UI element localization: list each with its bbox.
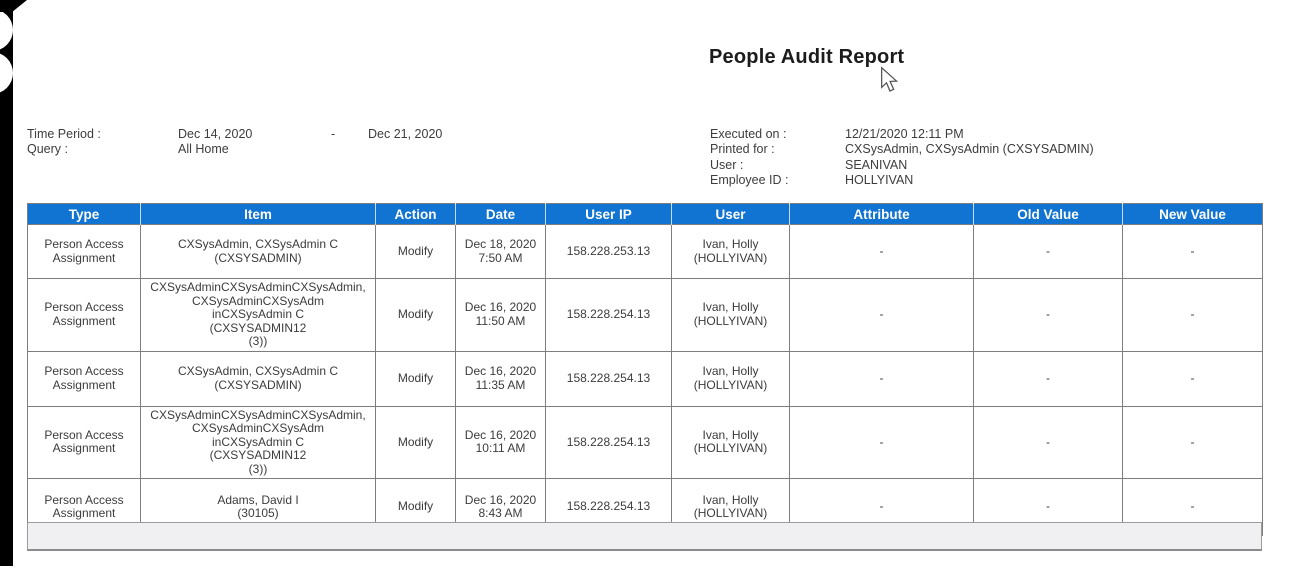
cell-type: Person Access Assignment bbox=[27, 350, 141, 407]
column-header-attribute: Attribute bbox=[789, 203, 974, 225]
audit-table: Type Item Action Date User IP User Attri… bbox=[27, 203, 1263, 536]
cell-user-ip: 158.228.254.13 bbox=[545, 278, 672, 352]
query-value: All Home bbox=[178, 142, 229, 157]
time-period-label: Time Period : bbox=[27, 127, 101, 141]
cell-action: Modify bbox=[375, 405, 456, 479]
user-label: User : bbox=[710, 157, 744, 172]
user-value: SEANIVAN bbox=[845, 157, 908, 172]
cell-user: Ivan, Holly (HOLLYIVAN) bbox=[671, 405, 790, 479]
employee-id-value: HOLLYIVAN bbox=[845, 173, 914, 188]
column-header-user-ip: User IP bbox=[545, 203, 672, 225]
time-period-start: Dec 14, 2020 bbox=[178, 127, 253, 141]
cell-new-value: - bbox=[1122, 405, 1263, 479]
cell-old-value: - bbox=[973, 405, 1123, 479]
cell-attribute: - bbox=[789, 224, 974, 279]
table-row: Person Access Assignment CXSysAdmin, CXS… bbox=[27, 224, 1263, 279]
cell-user-ip: 158.228.253.13 bbox=[545, 224, 672, 279]
employee-id-label: Employee ID : bbox=[710, 173, 789, 188]
printed-for-value: CXSysAdmin, CXSysAdmin (CXSYSADMIN) bbox=[845, 142, 1094, 157]
column-header-new-value: New Value bbox=[1122, 203, 1263, 225]
cell-old-value: - bbox=[973, 224, 1123, 279]
table-row: Person Access Assignment CXSysAdmin, CXS… bbox=[27, 350, 1263, 407]
cell-user-ip: 158.228.254.13 bbox=[545, 405, 672, 479]
cell-new-value: - bbox=[1122, 224, 1263, 279]
cell-type: Person Access Assignment bbox=[27, 224, 141, 279]
cell-action: Modify bbox=[375, 278, 456, 352]
cell-action: Modify bbox=[375, 224, 456, 279]
column-header-item: Item bbox=[140, 203, 376, 225]
cell-date: Dec 18, 2020 7:50 AM bbox=[455, 224, 546, 279]
cell-item: CXSysAdmin, CXSysAdmin C (CXSYSADMIN) bbox=[140, 224, 376, 279]
cell-item: CXSysAdminCXSysAdminCXSysAdmin, CXSysAdm… bbox=[140, 278, 376, 352]
column-header-date: Date bbox=[455, 203, 546, 225]
screen-edge-artifact bbox=[0, 0, 13, 566]
executed-on-value: 12/21/2020 12:11 PM bbox=[845, 127, 964, 141]
edge-scallop bbox=[0, 9, 13, 51]
cell-old-value: - bbox=[973, 350, 1123, 407]
cell-item: CXSysAdminCXSysAdminCXSysAdmin, CXSysAdm… bbox=[140, 405, 376, 479]
screen-corner-artifact bbox=[0, 0, 27, 12]
cell-user: Ivan, Holly (HOLLYIVAN) bbox=[671, 350, 790, 407]
cell-action: Modify bbox=[375, 350, 456, 407]
cell-user: Ivan, Holly (HOLLYIVAN) bbox=[671, 224, 790, 279]
cell-item: CXSysAdmin, CXSysAdmin C (CXSYSADMIN) bbox=[140, 350, 376, 407]
time-period-end: Dec 21, 2020 bbox=[368, 127, 443, 141]
time-period-separator: - bbox=[331, 127, 336, 141]
cell-date: Dec 16, 2020 11:50 AM bbox=[455, 278, 546, 352]
cell-attribute: - bbox=[789, 278, 974, 352]
column-header-old-value: Old Value bbox=[973, 203, 1123, 225]
cell-date: Dec 16, 2020 10:11 AM bbox=[455, 405, 546, 479]
cell-user: Ivan, Holly (HOLLYIVAN) bbox=[671, 278, 790, 352]
cell-attribute: - bbox=[789, 350, 974, 407]
column-header-type: Type bbox=[27, 203, 141, 225]
cell-attribute: - bbox=[789, 405, 974, 479]
cell-type: Person Access Assignment bbox=[27, 405, 141, 479]
table-row: Person Access Assignment CXSysAdminCXSys… bbox=[27, 278, 1263, 352]
column-header-action: Action bbox=[375, 203, 456, 225]
query-label: Query : bbox=[27, 142, 68, 157]
edge-scallop bbox=[0, 52, 13, 94]
executed-on-label: Executed on : bbox=[710, 127, 787, 141]
cell-new-value: - bbox=[1122, 350, 1263, 407]
table-header-row: Type Item Action Date User IP User Attri… bbox=[27, 203, 1263, 225]
cell-old-value: - bbox=[973, 278, 1123, 352]
column-header-user: User bbox=[671, 203, 790, 225]
cell-user-ip: 158.228.254.13 bbox=[545, 350, 672, 407]
report-parameters: Time Period : Dec 14, 2020 - Dec 21, 202… bbox=[27, 127, 547, 158]
page-title: People Audit Report bbox=[709, 46, 905, 68]
report-execution-info: Executed on : 12/21/2020 12:11 PM Printe… bbox=[710, 127, 1230, 189]
printed-for-label: Printed for : bbox=[710, 142, 775, 157]
cell-date: Dec 16, 2020 11:35 AM bbox=[455, 350, 546, 407]
mouse-cursor-icon bbox=[881, 66, 898, 92]
cell-new-value: - bbox=[1122, 278, 1263, 352]
table-row: Person Access Assignment CXSysAdminCXSys… bbox=[27, 405, 1263, 479]
cell-type: Person Access Assignment bbox=[27, 278, 141, 352]
table-footer-bar[interactable] bbox=[27, 522, 1262, 551]
